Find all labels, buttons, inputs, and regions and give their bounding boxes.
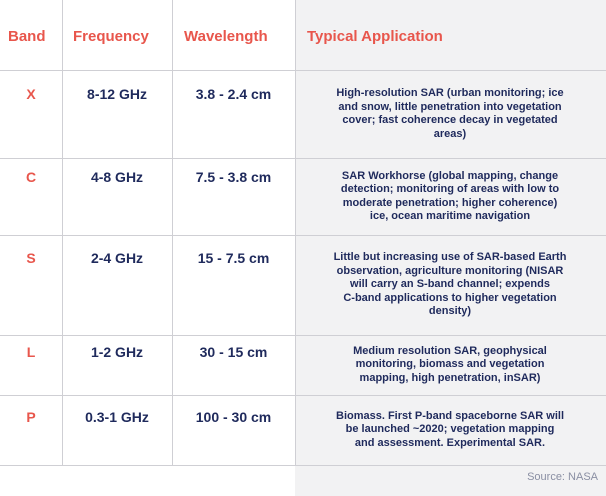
application-line: cover; fast coherence decay in vegetated	[342, 114, 558, 126]
application-line: areas)	[433, 127, 467, 140]
wavelength-cell: 15 - 7.5 cm	[197, 250, 270, 267]
frequency-cell: 1-2 GHz	[90, 343, 144, 360]
application-line: observation, agriculture monitoring (NIS…	[336, 264, 564, 277]
application-line: Medium resolution SAR, geophysical	[353, 344, 547, 357]
application-line: SAR Workhorse (global mapping, change	[341, 169, 559, 182]
frequency-cell: 2-4 GHz	[90, 250, 144, 267]
column-divider	[295, 0, 296, 465]
row-divider	[0, 335, 606, 336]
wavelength-cell: 7.5 - 3.8 cm	[195, 168, 272, 185]
application-cell: Biomass. First P-band spaceborne SAR wil…	[300, 410, 600, 451]
application-line: ice, ocean maritime navigation	[369, 210, 531, 222]
application-cell: Little but increasing use of SAR-based E…	[300, 251, 600, 319]
row-divider	[0, 235, 606, 236]
wavelength-cell: 100 - 30 cm	[195, 408, 272, 425]
row-divider	[0, 158, 606, 159]
application-line: moderate penetration; higher coherence)	[342, 196, 558, 209]
frequency-cell: 0.3-1 GHz	[85, 408, 149, 425]
row-divider	[0, 465, 606, 466]
application-line: High-resolution SAR (urban monitoring; i…	[336, 87, 564, 99]
application-line: detection; monitoring of areas with low …	[340, 183, 560, 195]
application-line: and snow, little penetration into vegeta…	[338, 100, 562, 113]
header-wavelength: Wavelength	[184, 28, 268, 45]
application-line: mapping, high penetration, inSAR)	[359, 371, 541, 384]
column-divider	[172, 0, 173, 465]
column-divider	[62, 0, 63, 465]
application-cell: SAR Workhorse (global mapping, change det…	[300, 170, 600, 224]
row-divider	[0, 395, 606, 396]
source-note: Source: NASA	[527, 471, 598, 483]
band-cell: S	[26, 250, 36, 267]
application-line: Little but increasing use of SAR-based E…	[333, 251, 567, 264]
band-cell: X	[26, 86, 36, 102]
row-divider	[0, 70, 606, 71]
band-cell: P	[26, 408, 36, 425]
header-band: Band	[8, 28, 46, 45]
band-cell: L	[26, 343, 36, 360]
application-line: and assessment. Experimental SAR.	[354, 436, 546, 449]
header-frequency: Frequency	[73, 28, 149, 45]
wavelength-cell: 3.8 - 2.4 cm	[195, 86, 272, 102]
application-line: density)	[428, 305, 472, 318]
application-line: C-band applications to higher vegetation	[343, 291, 557, 304]
application-line: be launched ~2020; vegetation mapping	[345, 423, 555, 436]
application-line: will carry an S-band channel; expends	[350, 278, 550, 291]
band-cell: C	[25, 168, 37, 185]
shaded-column	[295, 0, 606, 496]
application-line: Biomass. First P-band spaceborne SAR wil…	[336, 409, 564, 422]
header-application: Typical Application	[307, 28, 443, 45]
frequency-cell: 4-8 GHz	[90, 168, 144, 185]
application-cell: High-resolution SAR (urban monitoring; i…	[300, 87, 600, 141]
frequency-cell: 8-12 GHz	[87, 86, 147, 102]
application-line: monitoring, biomass and vegetation	[355, 358, 545, 371]
application-cell: Medium resolution SAR, geophysical monito…	[300, 345, 600, 386]
wavelength-cell: 30 - 15 cm	[199, 343, 268, 360]
